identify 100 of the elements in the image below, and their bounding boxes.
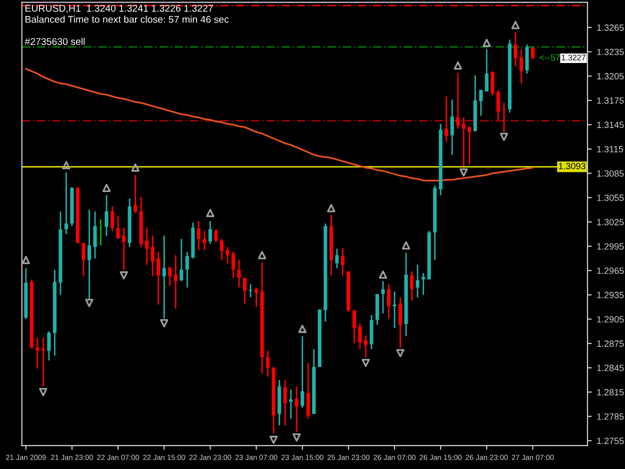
y-tick-label: 1.2905: [597, 316, 624, 323]
point: [85, 298, 94, 308]
candlestick: [490, 70, 494, 96]
point: [298, 324, 306, 333]
point: [500, 132, 508, 141]
candlestick: [300, 335, 304, 408]
point: [258, 251, 266, 260]
candlestick: [416, 264, 420, 298]
candlestick: [392, 290, 396, 329]
candlestick: [306, 362, 310, 420]
point: [206, 208, 214, 218]
candlestick: [289, 388, 293, 420]
candlestick: [87, 209, 92, 300]
point: [327, 204, 336, 212]
candlestick: [237, 259, 241, 288]
candlestick: [226, 246, 230, 264]
y-tick-label: 1.3265: [597, 24, 624, 31]
candlestick: [294, 386, 298, 432]
point: [396, 349, 404, 358]
candlestick: [352, 310, 356, 344]
candlestick: [36, 337, 40, 370]
candlestick: [364, 334, 368, 358]
point: [39, 388, 48, 396]
ref-line-label: 1.3093: [558, 162, 586, 170]
point: [454, 61, 462, 70]
candlestick: [386, 284, 391, 320]
point: [511, 20, 520, 30]
point: [378, 270, 388, 279]
candlestick: [479, 89, 483, 116]
y-tick-label: 1.2935: [597, 292, 624, 298]
candlestick: [340, 247, 344, 276]
candlestick: [202, 230, 206, 251]
candlestick: [168, 266, 172, 287]
candlestick: [41, 337, 45, 388]
y-tick-label: 1.3115: [597, 146, 624, 152]
candlestick: [208, 220, 212, 244]
candlestick: [196, 220, 200, 251]
candlestick: [444, 96, 448, 142]
y-tick-label: 1.2845: [597, 364, 624, 372]
candlestick: [514, 32, 518, 68]
candlestick: [496, 89, 500, 121]
candlestick: [134, 174, 138, 214]
y-tick-label: 1.3205: [597, 73, 624, 80]
point: [22, 256, 30, 264]
candlestick: [110, 206, 114, 232]
candlestick: [248, 284, 252, 298]
candlestick: [422, 272, 426, 296]
candlestick: [116, 216, 120, 240]
candlestick: [93, 210, 97, 260]
point: [362, 358, 370, 367]
candlestick: [283, 379, 287, 426]
candlestick: [220, 238, 224, 261]
y-tick-label: 1.2965: [597, 268, 624, 274]
point: [131, 164, 140, 172]
point: [160, 319, 168, 328]
chart-title: EURUSD,H1 1.3240 1.3241 1.3226 1.3227: [26, 4, 213, 13]
candlestick: [254, 286, 258, 308]
candlestick: [64, 172, 68, 235]
point: [120, 271, 128, 280]
candlestick: [174, 254, 178, 310]
candlestick: [162, 235, 166, 320]
y-tick-label: 1.2785: [597, 413, 624, 420]
y-tick-label: 1.3025: [597, 218, 624, 226]
y-tick-label: 1.2755: [597, 438, 624, 444]
candlestick: [450, 98, 454, 156]
y-tick-label: 1.3085: [597, 170, 624, 177]
candlestick: [104, 194, 108, 236]
y-tick-label: 1.2995: [597, 243, 624, 250]
candlestick: [462, 116, 466, 167]
point: [292, 433, 301, 442]
ref-line-label: #2735630 sell: [24, 38, 85, 45]
line-series: [25, 68, 534, 182]
y-tick-label: 1.2875: [597, 340, 624, 347]
candlestick: [525, 44, 529, 74]
point: [402, 241, 410, 250]
candlestick: [214, 228, 218, 243]
y-tick-label: 1.3145: [597, 122, 624, 128]
y-tick-label: 1.3055: [597, 194, 624, 201]
candlestick: [456, 72, 460, 130]
candlestick: [381, 280, 385, 314]
candlestick: [530, 46, 535, 60]
candlestick: [266, 350, 270, 378]
text: <--57: [540, 54, 560, 61]
candlestick: [145, 226, 149, 266]
candlestick: [82, 242, 86, 277]
candlestick: [335, 248, 339, 269]
candlestick: [243, 277, 247, 304]
candlestick: [47, 330, 51, 362]
candlestick: [410, 270, 414, 302]
y-tick-label: 1.3175: [597, 97, 624, 104]
candlestick: [484, 48, 488, 92]
candlestick: [398, 296, 402, 348]
text: 1.3227: [562, 54, 586, 60]
candlestick: [180, 238, 184, 282]
point: [62, 161, 70, 170]
candlestick: [468, 126, 472, 166]
candlestick: [358, 322, 362, 350]
point: [460, 168, 468, 177]
candlestick: [122, 226, 126, 270]
point: [269, 436, 278, 444]
